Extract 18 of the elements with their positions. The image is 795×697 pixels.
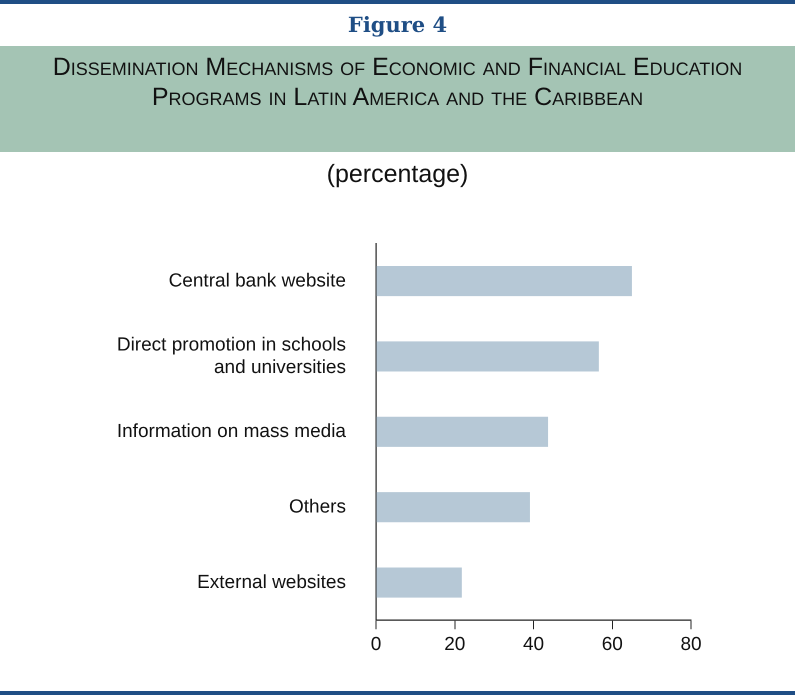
x-tick-label: 80: [680, 634, 702, 655]
x-tick-label: 40: [522, 634, 544, 655]
y-tick-label: External websites: [197, 572, 346, 593]
y-tick-label: Central bank website: [168, 270, 346, 292]
y-tick-label: Others: [288, 496, 346, 518]
bar: [376, 567, 462, 598]
bar: [376, 416, 548, 447]
x-tick-label: 0: [370, 634, 382, 655]
bar: [376, 266, 632, 296]
x-tick-label: 60: [602, 634, 623, 655]
y-tick-label: Information on mass media: [116, 421, 346, 442]
chart-subtitle: Dissemination Mechanisms of Economic and Financial Education Programs in Latin America and the Caribbean: [52, 52, 742, 112]
x-axis-title: (percentage): [326, 160, 470, 189]
bar: [376, 341, 599, 372]
x-tick-label: 20: [444, 634, 466, 655]
bar: [376, 492, 530, 522]
chart-title: Figure 4: [346, 12, 448, 37]
y-tick-label: Direct promotion in schools and universities: [116, 334, 346, 378]
